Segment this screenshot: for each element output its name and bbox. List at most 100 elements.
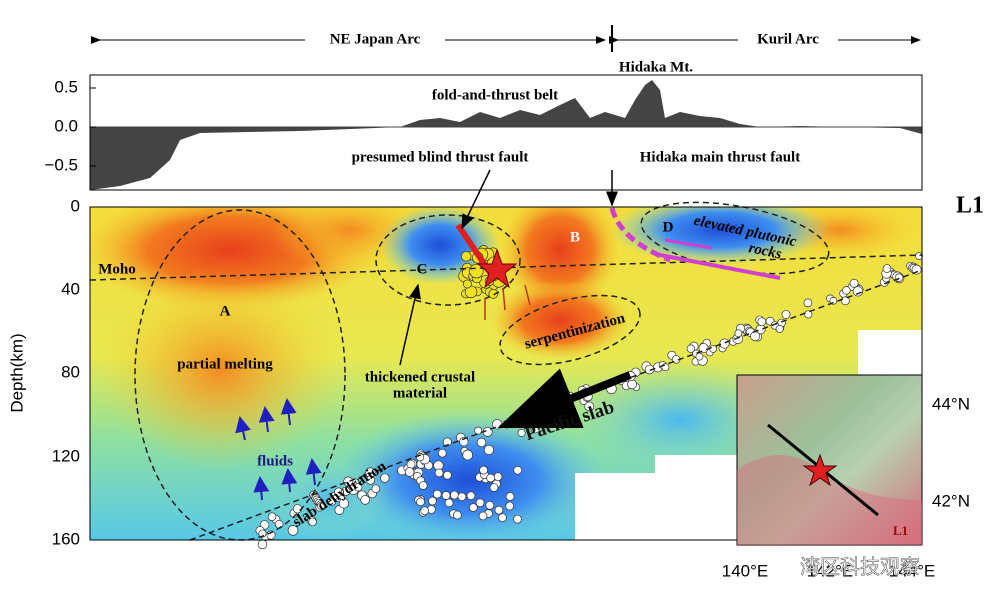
earthquake xyxy=(437,448,447,458)
earthquake xyxy=(418,481,428,490)
earthquake xyxy=(258,529,267,538)
earthquake xyxy=(489,483,499,492)
earthquake xyxy=(486,473,495,483)
y-tick-label: −0.5 xyxy=(44,155,78,174)
earthquake xyxy=(457,492,467,502)
earthquake xyxy=(894,273,904,282)
symbols xyxy=(235,169,781,501)
section-id: L1 xyxy=(956,193,984,219)
earthquake xyxy=(441,491,451,500)
y-tick-label: 42°N xyxy=(932,491,970,510)
earthquake xyxy=(462,279,472,289)
earthquake xyxy=(488,288,499,299)
annotation: D xyxy=(663,219,674,235)
x-tick-label: 142°E xyxy=(807,561,854,580)
fault-label: presumed blind thrust fault xyxy=(352,149,529,165)
earthquake xyxy=(308,517,317,527)
earthquake xyxy=(442,437,452,447)
earthquake xyxy=(750,331,761,342)
earthquake xyxy=(695,352,704,361)
earthquake xyxy=(420,506,430,516)
earthquake xyxy=(627,379,637,390)
x-tick-label: 144°E xyxy=(889,561,936,580)
earthquake xyxy=(343,476,354,487)
earthquake xyxy=(341,486,351,496)
y-tick-label: 0.5 xyxy=(54,77,78,96)
y-tick-label: 120 xyxy=(52,446,80,465)
earthquake xyxy=(852,286,864,297)
annotation: A xyxy=(220,303,231,319)
earthquake xyxy=(443,470,452,480)
annotation: fluids xyxy=(257,453,293,469)
earthquake xyxy=(584,401,595,412)
earthquake xyxy=(434,468,444,478)
earthquake xyxy=(317,502,326,510)
earthquake xyxy=(287,525,299,536)
earthquake xyxy=(840,296,850,306)
earthquake xyxy=(757,317,767,327)
earthquake xyxy=(462,449,473,461)
earthquake xyxy=(483,444,494,455)
earthquake xyxy=(882,264,892,273)
annotation: Moho xyxy=(98,261,136,277)
earthquake xyxy=(686,344,696,353)
annotation: material xyxy=(393,385,447,401)
arc-label: NE Japan Arc xyxy=(330,31,421,47)
annotation: C xyxy=(417,261,428,277)
earthquake xyxy=(452,510,462,520)
earthquake xyxy=(428,496,437,506)
y-tick-label: 160 xyxy=(52,529,80,548)
earthquake xyxy=(257,539,268,550)
earthquake xyxy=(513,514,522,524)
earthquake xyxy=(444,498,454,508)
fault-label: Hidaka main thrust fault xyxy=(640,149,800,165)
y-tick-label: 80 xyxy=(61,362,80,381)
earthquake xyxy=(404,467,415,477)
y-tick-label: 40 xyxy=(61,279,80,298)
watermark: 湾区科技观察 xyxy=(800,555,920,579)
earthquake xyxy=(781,310,791,319)
earthquake xyxy=(849,278,859,288)
earthquake xyxy=(432,489,442,499)
y-tick-label: 44°N xyxy=(932,394,970,413)
earthquake xyxy=(478,511,488,521)
earthquake xyxy=(513,465,523,475)
earthquake xyxy=(474,426,483,435)
earthquake xyxy=(353,483,363,492)
earthquake xyxy=(460,251,472,262)
earthquake xyxy=(661,363,670,372)
earthquake xyxy=(406,459,416,469)
earthquake xyxy=(380,473,390,483)
earthquake xyxy=(416,497,425,507)
earthquake xyxy=(485,500,495,510)
earthquake xyxy=(365,475,376,485)
earthquake xyxy=(698,343,709,354)
annotation: partial melting xyxy=(177,356,273,372)
earthquake xyxy=(360,495,370,505)
annotation: rocks xyxy=(747,240,783,263)
earthquake xyxy=(476,437,487,448)
earthquake xyxy=(517,428,526,437)
earthquake xyxy=(450,490,459,500)
earthquake xyxy=(505,492,515,501)
earthquake xyxy=(459,437,469,447)
earthquake xyxy=(803,298,813,308)
earthquake xyxy=(494,505,504,515)
section-frame xyxy=(89,206,923,541)
earthquake xyxy=(804,310,813,319)
annotation: B xyxy=(570,229,580,245)
y-tick-label: 0 xyxy=(71,196,80,215)
y-axis-label: Depth(km) xyxy=(7,333,26,412)
earthquake xyxy=(505,501,515,511)
inset-map: L1 44°N 42°N 140°E 142°E 144°E xyxy=(722,374,970,580)
earthquake xyxy=(734,329,743,338)
arc-header: NE Japan Arc Kuril Arc xyxy=(91,25,921,52)
earthquake xyxy=(468,503,478,512)
earthquake xyxy=(719,338,730,349)
x-tick-label: 140°E xyxy=(722,561,769,580)
earthquake xyxy=(911,264,922,275)
inset-line-label: L1 xyxy=(893,523,908,538)
arc-label: Kuril Arc xyxy=(757,31,819,47)
earthquake xyxy=(371,484,381,494)
